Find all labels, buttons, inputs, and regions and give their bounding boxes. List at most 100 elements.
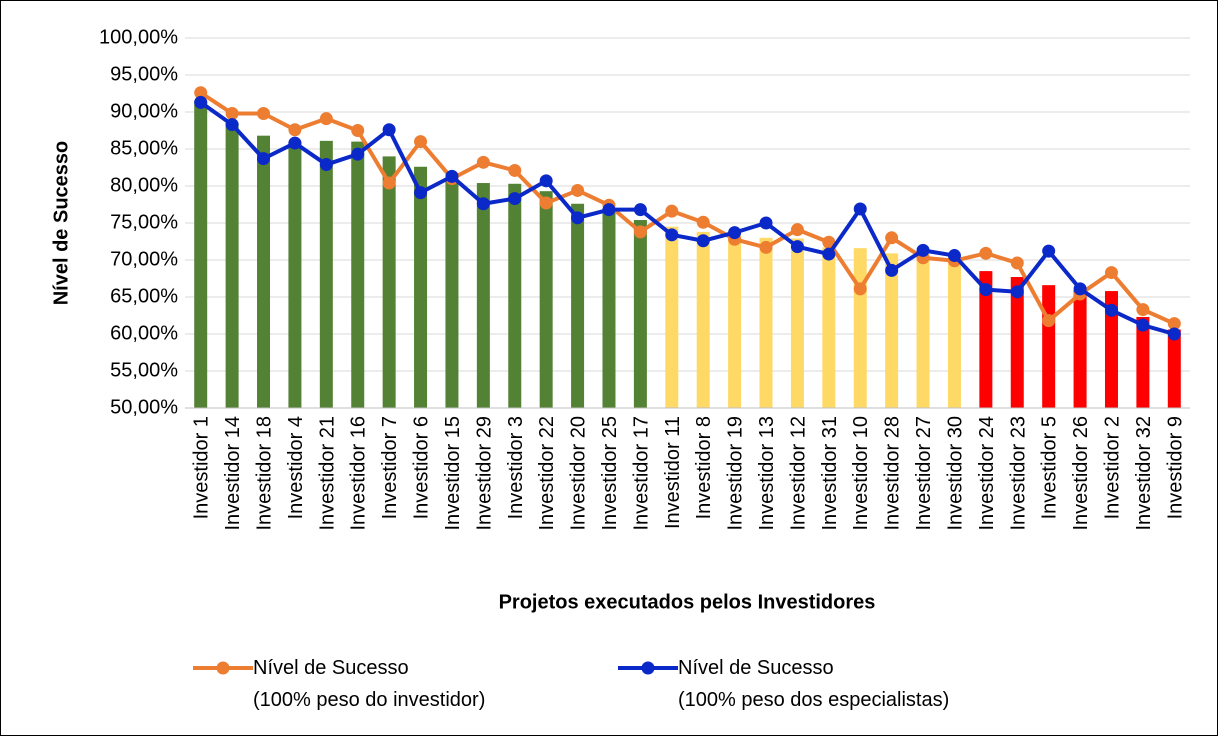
x-tick-label: Investidor 9	[1164, 416, 1186, 519]
marker	[790, 223, 804, 237]
marker	[853, 282, 867, 296]
marker	[319, 112, 333, 126]
x-tick-label: Investidor 5	[1039, 416, 1061, 519]
x-tick-label: Investidor 2	[1101, 416, 1123, 519]
x-tick-label: Investidor 8	[693, 416, 715, 519]
x-tick-label: Investidor 27	[913, 416, 935, 531]
x-tick-label: Investidor 26	[1070, 416, 1092, 531]
marker	[445, 169, 459, 183]
marker	[476, 155, 490, 169]
marker	[728, 226, 742, 240]
x-tick-label: Investidor 24	[976, 416, 998, 531]
bar	[759, 237, 773, 408]
marker	[633, 203, 647, 217]
marker	[1167, 317, 1181, 331]
bar	[696, 231, 710, 408]
marker	[822, 247, 836, 261]
marker	[508, 163, 522, 177]
marker	[225, 118, 239, 132]
x-tick-label: Investidor 1	[191, 416, 213, 519]
x-tick-label: Investidor 15	[442, 416, 464, 531]
marker	[1136, 318, 1150, 332]
bar	[947, 257, 961, 408]
bar	[539, 191, 553, 408]
bar	[571, 203, 585, 408]
x-tick-label: Investidor 10	[850, 416, 872, 531]
marker	[1042, 314, 1056, 328]
y-tick-label: 90,00%	[110, 100, 178, 122]
bar	[853, 248, 867, 408]
marker	[602, 203, 616, 217]
bar	[414, 166, 428, 408]
x-tick-label: Investidor 30	[944, 416, 966, 531]
marker	[1136, 303, 1150, 317]
x-tick-label: Investidor 17	[630, 416, 652, 531]
x-tick-label: Investidor 32	[1133, 416, 1155, 531]
marker	[414, 135, 428, 149]
x-tick-label: Investidor 20	[568, 416, 590, 531]
marker	[885, 263, 899, 277]
marker	[759, 216, 773, 230]
marker	[979, 283, 993, 297]
bar	[508, 183, 522, 408]
bar	[822, 247, 836, 408]
marker	[476, 197, 490, 211]
marker	[665, 228, 679, 242]
bar	[1073, 290, 1087, 408]
marker	[257, 106, 271, 120]
x-tick-label: Investidor 11	[662, 416, 684, 529]
x-tick-label: Investidor 21	[316, 416, 338, 531]
legend-marker	[216, 661, 230, 675]
x-tick-label: Investidor 14	[222, 416, 244, 531]
y-tick-label: 50,00%	[110, 396, 178, 418]
y-tick-label: 85,00%	[110, 137, 178, 159]
bar	[790, 238, 804, 408]
marker	[633, 225, 647, 239]
marker	[194, 86, 208, 100]
marker	[571, 211, 585, 225]
marker	[916, 243, 930, 257]
x-tick-label: Investidor 6	[411, 416, 433, 519]
bar	[1010, 277, 1024, 408]
legend-label: Nível de Sucesso (100% peso do investido…	[253, 657, 486, 711]
marker	[1010, 256, 1024, 270]
x-tick-label: Investidor 4	[285, 416, 307, 519]
marker	[288, 136, 302, 150]
bar	[979, 271, 993, 408]
bar	[916, 254, 930, 408]
bar	[1167, 329, 1181, 408]
marker	[822, 235, 836, 249]
x-tick-label: Investidor 22	[536, 416, 558, 531]
marker	[539, 174, 553, 188]
marker	[1010, 285, 1024, 299]
marker	[539, 196, 553, 210]
marker	[665, 204, 679, 218]
y-tick-label: 60,00%	[110, 322, 178, 344]
marker	[382, 176, 396, 190]
marker	[319, 158, 333, 172]
y-tick-label: 95,00%	[110, 63, 178, 85]
bar	[602, 208, 616, 408]
bar	[476, 183, 490, 408]
bar	[665, 226, 679, 408]
marker	[696, 215, 710, 229]
marker	[979, 246, 993, 260]
marker	[1104, 266, 1118, 280]
bar	[225, 123, 239, 408]
x-tick-label: Investidor 7	[379, 416, 401, 519]
y-axis-title: Nível de Sucesso	[50, 141, 72, 306]
bar	[319, 140, 333, 409]
marker	[1104, 303, 1118, 317]
marker	[382, 123, 396, 137]
x-tick-label: Investidor 3	[505, 416, 527, 519]
marker	[790, 240, 804, 254]
marker	[351, 147, 365, 161]
marker	[257, 152, 271, 166]
marker	[696, 234, 710, 248]
x-tick-label: Investidor 12	[787, 416, 809, 531]
bar	[382, 156, 396, 408]
marker	[225, 106, 239, 120]
marker	[1167, 327, 1181, 341]
bar	[885, 253, 899, 408]
